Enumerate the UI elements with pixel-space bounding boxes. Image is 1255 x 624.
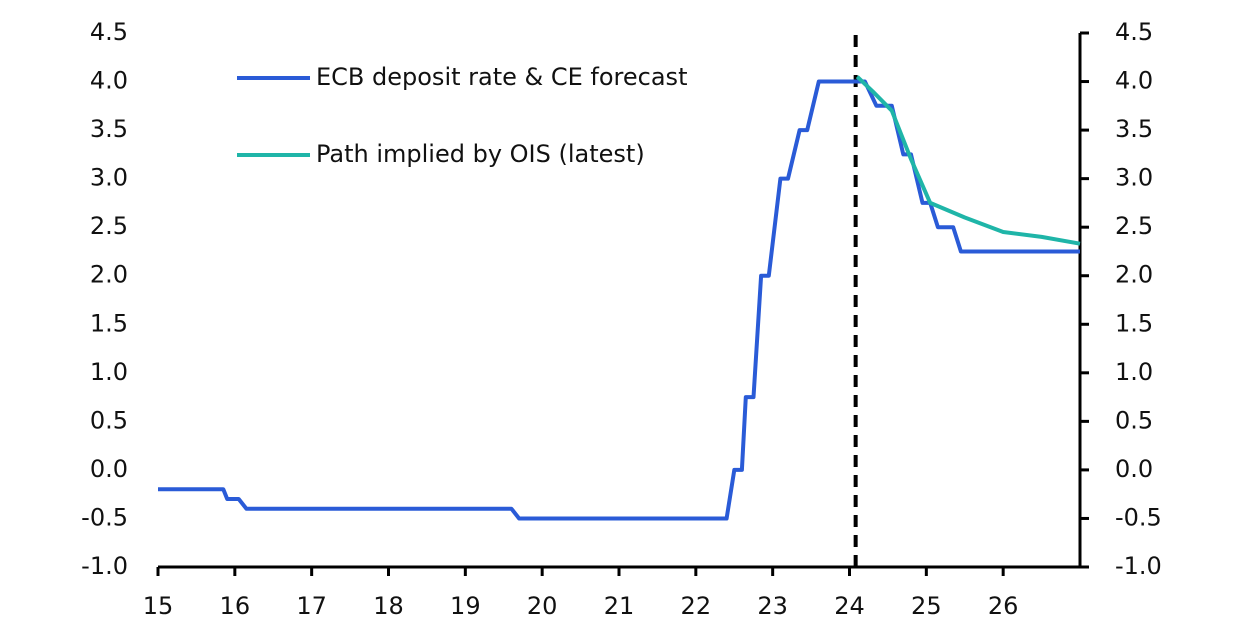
x-tick-label: 15 xyxy=(143,592,174,620)
legend-label: Path implied by OIS (latest) xyxy=(316,140,645,168)
x-tick-label: 24 xyxy=(834,592,865,620)
y2-tick-label: 3.0 xyxy=(1115,164,1153,192)
y2-tick-label: 2.0 xyxy=(1115,261,1153,289)
y-tick-label: 2.0 xyxy=(90,261,128,289)
x-tick-label: 22 xyxy=(681,592,712,620)
y-tick-label: 3.0 xyxy=(90,164,128,192)
y2-tick-label: 0.5 xyxy=(1115,406,1153,434)
x-tick-label: 17 xyxy=(296,592,327,620)
y-tick-label: 4.5 xyxy=(90,18,128,46)
y2-tick-label: -0.5 xyxy=(1115,503,1162,531)
y2-tick-label: 2.5 xyxy=(1115,212,1153,240)
y-tick-label: 0.5 xyxy=(90,406,128,434)
series-line xyxy=(158,79,1080,521)
x-tick-label: 16 xyxy=(220,592,251,620)
y2-tick-label: 0.0 xyxy=(1115,455,1153,483)
y-tick-label: 3.5 xyxy=(90,115,128,143)
legend-label: ECB deposit rate & CE forecast xyxy=(316,63,687,91)
y-tick-label: -0.5 xyxy=(81,503,128,531)
x-tick-label: 21 xyxy=(604,592,635,620)
x-tick-label: 23 xyxy=(757,592,788,620)
y-tick-label: 0.0 xyxy=(90,455,128,483)
x-tick-label: 19 xyxy=(450,592,481,620)
y2-tick-label: 4.5 xyxy=(1115,18,1153,46)
y-tick-label: 2.5 xyxy=(90,212,128,240)
series-line xyxy=(855,75,1081,246)
y2-tick-label: 4.0 xyxy=(1115,67,1153,95)
y2-tick-label: 1.0 xyxy=(1115,358,1153,386)
y2-tick-label: 1.5 xyxy=(1115,309,1153,337)
x-tick-label: 18 xyxy=(373,592,404,620)
y2-tick-label: -1.0 xyxy=(1115,552,1162,580)
x-tick-label: 25 xyxy=(911,592,942,620)
y2-tick-label: 3.5 xyxy=(1115,115,1153,143)
y-tick-label: 4.0 xyxy=(90,67,128,95)
x-tick-label: 20 xyxy=(527,592,558,620)
y-tick-label: -1.0 xyxy=(81,552,128,580)
y-tick-label: 1.0 xyxy=(90,358,128,386)
y-tick-label: 1.5 xyxy=(90,309,128,337)
x-tick-label: 26 xyxy=(988,592,1019,620)
